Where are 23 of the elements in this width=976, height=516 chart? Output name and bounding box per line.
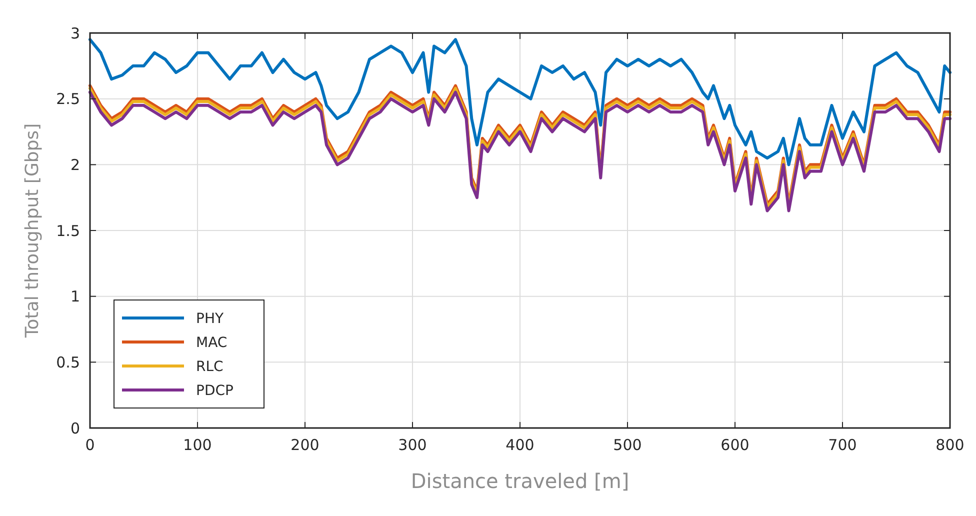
legend-label: MAC (196, 334, 228, 351)
y-tick-label: 1.5 (56, 222, 80, 240)
x-tick-label: 0 (85, 436, 95, 454)
y-tick-label: 0 (70, 419, 80, 438)
y-tick-label: 2 (70, 156, 80, 174)
y-tick-label: 0.5 (56, 353, 80, 372)
y-tick-label: 3 (70, 24, 80, 42)
y-axis-title: Total throughput [Gbps] (22, 123, 43, 339)
x-tick-label: 700 (828, 436, 857, 454)
x-tick-label: 400 (506, 436, 534, 454)
x-tick-label: 800 (936, 436, 964, 454)
x-tick-label: 300 (398, 436, 427, 454)
y-tick-label: 2.5 (56, 90, 80, 108)
legend-label: PHY (196, 310, 224, 327)
x-tick-label: 600 (720, 436, 750, 454)
x-axis-title: Distance traveled [m] (410, 469, 630, 493)
x-tick-label: 500 (613, 436, 642, 454)
line-series (88, 38, 952, 166)
legend-label: RLC (196, 358, 224, 375)
x-tick-label: 200 (290, 436, 320, 454)
legend-label: PDCP (196, 382, 234, 399)
x-tick-label: 100 (183, 436, 212, 454)
y-tick-label: 1 (70, 288, 80, 306)
